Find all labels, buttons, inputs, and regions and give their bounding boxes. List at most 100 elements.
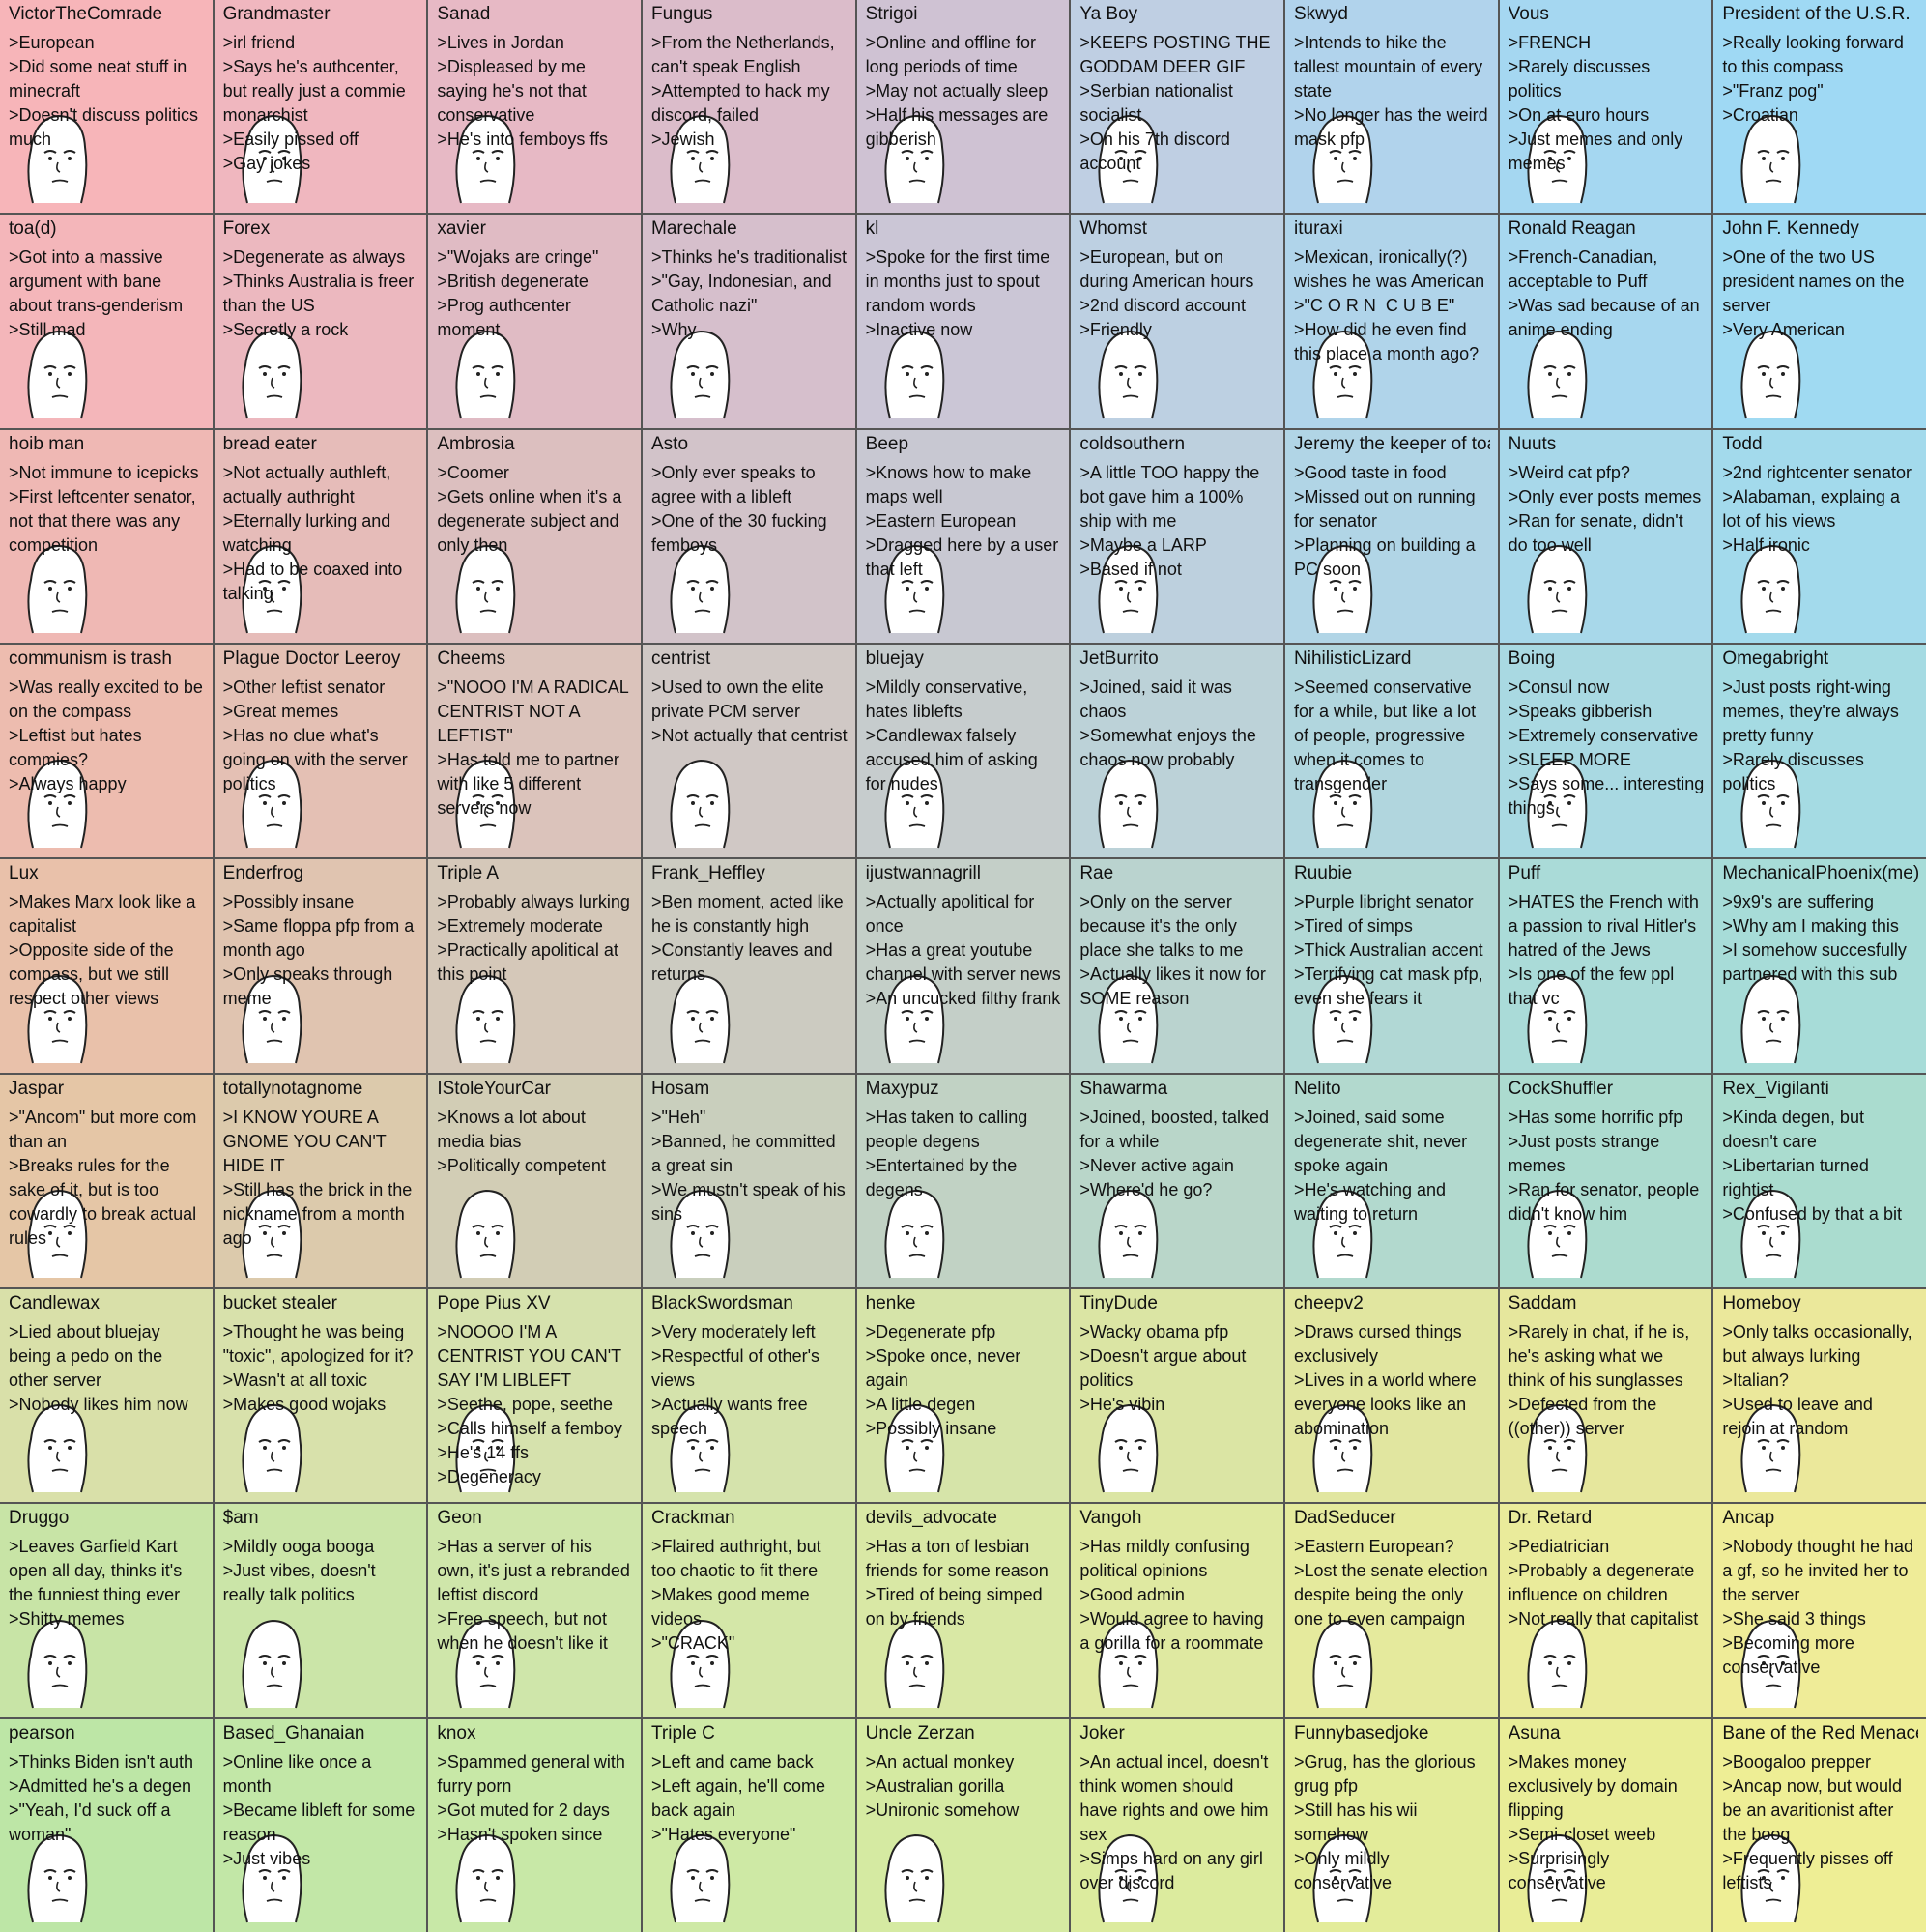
member-description-line: >Just posts right-wing memes, they're al…: [1722, 677, 1904, 745]
member-cell: TinyDude >Wacky obama pfp >Doesn't argue a…: [1071, 1288, 1283, 1503]
member-description-line: >Leaves Garfield Kart open all day, thin…: [9, 1537, 187, 1605]
wojak-avatar-icon: [656, 1611, 743, 1712]
member-cell: Rae >Only on the server because it's the …: [1071, 859, 1283, 1073]
member-name: Asto: [651, 433, 689, 454]
member-description-line: >Actually apolitical for once: [865, 892, 1040, 937]
member-name: ituraxi: [1294, 218, 1343, 240]
member-description-line: >Has a great youtube channel with server…: [865, 940, 1061, 985]
member-cell: Forex >Degenerate as always >Thinks Austra…: [214, 215, 427, 428]
member-description-line: >Not actually that centrist: [651, 725, 848, 745]
member-description-line: >Practically apolitical at this point: [437, 940, 623, 985]
member-name: Asuna: [1508, 1722, 1561, 1744]
member-cell: Skwyd >Intends to hike the tallest mounta…: [1285, 0, 1498, 214]
member-cell: BlackSwordsman >Very moderately left >Resp…: [643, 1288, 855, 1503]
wojak-avatar-icon: [1727, 1611, 1814, 1712]
wojak-avatar-icon: [1084, 1611, 1171, 1712]
member-cell: Jeremy the keeper of toasters >Good taste…: [1285, 429, 1498, 643]
member-description-line: >Has taken to calling people degens: [865, 1107, 1033, 1151]
member-description-line: >Actually likes it now for SOME reason: [1079, 965, 1271, 1009]
member-description-line: >Tired of simps: [1294, 916, 1413, 937]
member-description-line: >Only on the server because it's the onl…: [1079, 892, 1244, 961]
member-name: President of the U.S.R.: [1722, 4, 1911, 24]
wojak-avatar-icon: [442, 1181, 529, 1282]
member-cell: Puff >HATES the French with a passion to …: [1499, 859, 1712, 1073]
member-description-line: >Confused by that a bit: [1722, 1203, 1902, 1224]
member-cell: communism is trash >Was really excited to…: [0, 644, 213, 858]
member-cell: Whomst >European, but on during American …: [1071, 215, 1283, 428]
member-description-line: >European: [9, 33, 95, 52]
member-name: henke: [865, 1292, 916, 1313]
member-name: Triple A: [437, 863, 500, 884]
member-description-line: >Used to own the elite private PCM serve…: [651, 677, 829, 721]
member-name: cheepv2: [1294, 1292, 1364, 1313]
member-name: Marechale: [651, 218, 737, 240]
member-name: Lux: [9, 863, 39, 884]
member-description-line: >On at euro hours: [1508, 105, 1650, 125]
member-description-line: >Why am I making this: [1722, 916, 1899, 937]
wojak-avatar-icon: [1299, 1396, 1386, 1496]
member-description-line: >Knows how to make maps well: [865, 462, 1037, 506]
wojak-avatar-icon: [14, 751, 101, 851]
member-name: Rae: [1079, 863, 1114, 884]
member-description-line: >Respectful of other's views: [651, 1345, 825, 1390]
member-name: Jaspar: [9, 1078, 65, 1099]
member-description-line: >Lied about bluejay being a pedo on the …: [9, 1321, 168, 1390]
member-cell: Maxypuz >Has taken to calling people dege…: [856, 1074, 1070, 1287]
member-description-line: >Weird cat pfp?: [1508, 462, 1630, 482]
member-description-line: >May not actually sleep: [865, 81, 1049, 101]
wojak-avatar-icon: [442, 1826, 529, 1926]
member-description-line: >Makes Marx look like a capitalist: [9, 892, 201, 937]
wojak-avatar-icon: [1084, 1181, 1171, 1282]
member-description-line: >Intends to hike the tallest mountain of…: [1294, 33, 1488, 101]
member-description-line: >Eternally lurking and watching: [222, 510, 396, 555]
member-description-line: >SLEEP MORE: [1508, 749, 1631, 769]
member-description-line: >Spammed general with furry porn: [437, 1751, 630, 1796]
member-description-line: >FRENCH: [1508, 33, 1592, 52]
wojak-avatar-icon: [1727, 1396, 1814, 1496]
member-description-line: >Jewish: [651, 130, 715, 149]
wojak-avatar-icon: [228, 966, 315, 1067]
member-description-line: >Surprisingly conservative: [1508, 1848, 1615, 1892]
wojak-avatar-icon: [871, 966, 958, 1067]
member-cell: xavier >"Wojaks are cringe" >British degen…: [428, 215, 641, 428]
member-description-line: >Candlewax falsely accused him of asking…: [865, 725, 1043, 793]
member-name: Skwyd: [1294, 4, 1348, 24]
member-cell: bread eater >Not actually authleft, actua…: [214, 429, 427, 643]
member-name: Frank_Heffley: [651, 863, 765, 884]
member-description-line: >Easily pissed off: [222, 130, 359, 149]
wojak-avatar-icon: [1299, 106, 1386, 207]
member-cell: $am >Mildly ooga booga >Just vibes, doesn'…: [214, 1504, 427, 1717]
wojak-avatar-icon: [871, 536, 958, 637]
member-description-line: >Left again, he'll come back again: [651, 1775, 831, 1820]
member-name: TinyDude: [1079, 1292, 1158, 1313]
member-description-line: >I somehow succesfully partnered with th…: [1722, 940, 1912, 985]
member-description-line: >One of the two US president names on th…: [1722, 247, 1910, 316]
member-description-line: >How did he even find this place a month…: [1294, 320, 1480, 364]
member-description-line: >He's vibin: [1079, 1394, 1165, 1414]
member-description-line: >A little TOO happy the bot gave him a 1…: [1079, 462, 1265, 531]
member-description-line: >Speaks gibberish: [1508, 701, 1653, 721]
member-description-line: >Based if not: [1079, 559, 1182, 579]
member-name: Cheems: [437, 648, 506, 669]
wojak-avatar-icon: [442, 751, 529, 851]
member-name: Boing: [1508, 648, 1556, 669]
member-description-line: >Constantly leaves and returns: [651, 940, 838, 985]
member-description-line: >Degenerate as always: [222, 247, 406, 268]
member-description-line: >Maybe a LARP: [1079, 534, 1207, 555]
wojak-avatar-icon: [1513, 1181, 1600, 1282]
wojak-avatar-icon: [14, 1396, 101, 1496]
member-name: Forex: [222, 218, 271, 240]
member-description-line: >Thinks he's traditionalist: [651, 247, 848, 268]
member-description-line: >Possibly insane: [865, 1418, 997, 1438]
member-description-line: >Half ironic: [1722, 534, 1810, 555]
member-description-line: >Australian gorilla: [865, 1775, 1005, 1796]
member-description-line: >2nd discord account: [1079, 296, 1246, 316]
member-description-line: >Boogaloo prepper: [1722, 1751, 1871, 1772]
wojak-avatar-icon: [1513, 536, 1600, 637]
member-description-line: >Online and offline for long periods of …: [865, 33, 1041, 76]
member-description-line: >Libertarian turned rightist: [1722, 1155, 1874, 1199]
member-name: xavier: [437, 218, 487, 240]
member-description-line: >Just posts strange memes: [1508, 1131, 1665, 1175]
member-description-line: >NOOOO I'M A CENTRIST YOU CAN'T SAY I'M …: [437, 1321, 626, 1390]
